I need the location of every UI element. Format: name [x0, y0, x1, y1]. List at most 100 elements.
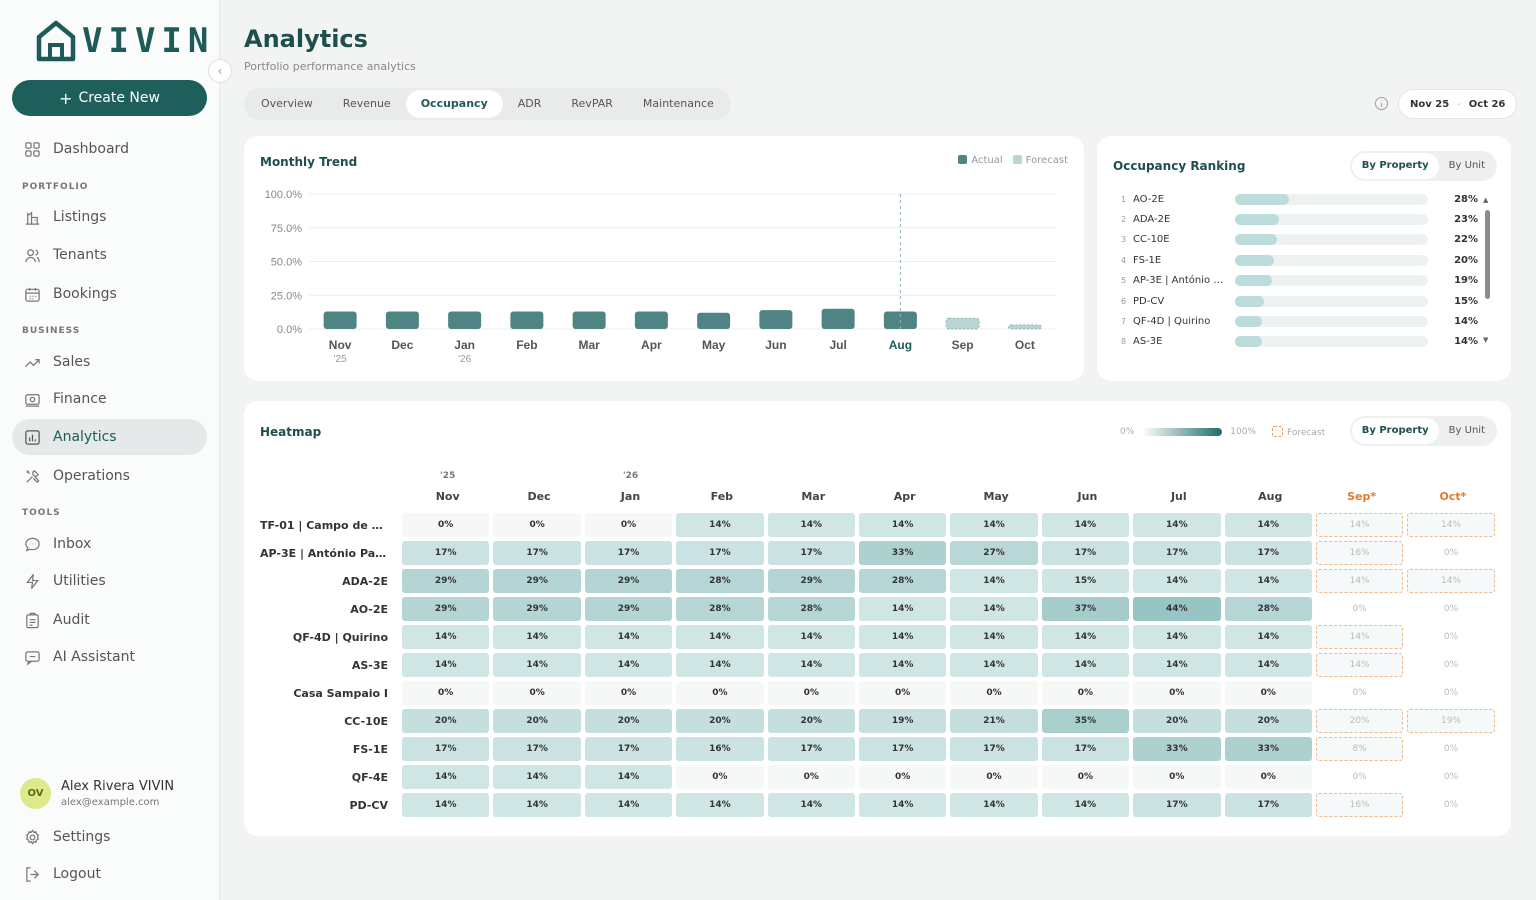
- heatmap-cell[interactable]: 14%: [402, 625, 490, 649]
- heatmap-cell[interactable]: 16%: [1315, 541, 1404, 565]
- heatmap-cell[interactable]: 0%: [1407, 625, 1495, 649]
- heatmap-cell[interactable]: 14%: [676, 513, 764, 537]
- heatmap-cell[interactable]: 14%: [950, 513, 1038, 537]
- heatmap-cell[interactable]: 29%: [584, 597, 673, 621]
- heatmap-cell[interactable]: 14%: [950, 597, 1038, 621]
- tab-revenue[interactable]: Revenue: [342, 97, 391, 110]
- heatmap-cell[interactable]: 0%: [402, 681, 490, 705]
- heatmap-cell[interactable]: 14%: [950, 793, 1038, 817]
- ranking-row[interactable]: 2 ADA-2E 23%: [1121, 211, 1481, 227]
- ranking-row[interactable]: 4 FS-1E 20%: [1121, 252, 1481, 268]
- heatmap-cell[interactable]: 37%: [1041, 597, 1130, 621]
- heatmap-cell[interactable]: 29%: [767, 569, 855, 593]
- nav-item-sales[interactable]: Sales: [12, 344, 207, 380]
- heatmap-cell[interactable]: 0%: [1133, 681, 1221, 705]
- ranking-by-unit[interactable]: By Unit: [1448, 160, 1485, 171]
- heatmap-cell[interactable]: 17%: [858, 737, 947, 761]
- heatmap-cell[interactable]: 0%: [493, 681, 581, 705]
- heatmap-cell[interactable]: 17%: [676, 541, 764, 565]
- heatmap-cell[interactable]: 20%: [1133, 709, 1221, 733]
- heatmap-cell[interactable]: 21%: [950, 709, 1038, 733]
- heatmap-cell[interactable]: 29%: [493, 569, 581, 593]
- ranking-by-property[interactable]: By Property: [1351, 153, 1439, 179]
- heatmap-cell[interactable]: 0%: [1315, 597, 1404, 621]
- info-icon[interactable]: [1374, 96, 1389, 111]
- heatmap-cell[interactable]: 0%: [1407, 793, 1495, 817]
- heatmap-cell[interactable]: 0%: [1407, 597, 1495, 621]
- heatmap-cell[interactable]: 14%: [1315, 513, 1404, 537]
- heatmap-cell[interactable]: 0%: [1407, 737, 1495, 761]
- heatmap-cell[interactable]: 14%: [676, 793, 764, 817]
- heatmap-cell[interactable]: 14%: [402, 765, 490, 789]
- heatmap-cell[interactable]: 14%: [493, 653, 581, 677]
- heatmap-cell[interactable]: 14%: [1224, 653, 1312, 677]
- heatmap-cell[interactable]: 17%: [584, 737, 673, 761]
- heatmap-cell[interactable]: 0%: [858, 681, 947, 705]
- heatmap-cell[interactable]: 14%: [858, 513, 947, 537]
- heatmap-cell[interactable]: 20%: [1224, 709, 1312, 733]
- heatmap-cell[interactable]: 14%: [1315, 625, 1404, 649]
- heatmap-cell[interactable]: 14%: [584, 625, 673, 649]
- heatmap-cell[interactable]: 0%: [950, 681, 1038, 705]
- heatmap-cell[interactable]: 14%: [1407, 513, 1495, 537]
- heatmap-cell[interactable]: 14%: [950, 569, 1038, 593]
- collapse-sidebar-button[interactable]: ‹: [208, 59, 232, 83]
- nav-item-ai-assistant[interactable]: AI Assistant: [12, 639, 207, 675]
- heatmap-cell[interactable]: 17%: [767, 541, 855, 565]
- heatmap-cell[interactable]: 0%: [1407, 765, 1495, 789]
- tab-occupancy[interactable]: Occupancy: [405, 90, 503, 118]
- heatmap-cell[interactable]: 17%: [402, 737, 490, 761]
- ranking-row[interactable]: 6 PD-CV 15%: [1121, 293, 1481, 309]
- nav-item-analytics[interactable]: Analytics: [12, 419, 207, 455]
- heatmap-cell[interactable]: 16%: [1315, 793, 1404, 817]
- heatmap-cell[interactable]: 20%: [584, 709, 673, 733]
- heatmap-cell[interactable]: 14%: [493, 793, 581, 817]
- heatmap-cell[interactable]: 28%: [676, 569, 764, 593]
- heatmap-cell[interactable]: 14%: [1133, 653, 1221, 677]
- heatmap-cell[interactable]: 16%: [676, 737, 764, 761]
- nav-item-inbox[interactable]: Inbox: [12, 526, 207, 562]
- heatmap-cell[interactable]: 0%: [493, 513, 581, 537]
- heatmap-cell[interactable]: 19%: [1407, 709, 1495, 733]
- nav-item-audit[interactable]: Audit: [12, 602, 207, 638]
- tab-maintenance[interactable]: Maintenance: [642, 97, 714, 110]
- heatmap-cell[interactable]: 14%: [767, 625, 855, 649]
- heatmap-cell[interactable]: 17%: [1224, 541, 1312, 565]
- heatmap-cell[interactable]: 28%: [767, 597, 855, 621]
- heatmap-cell[interactable]: 0%: [676, 765, 764, 789]
- heatmap-cell[interactable]: 33%: [1133, 737, 1221, 761]
- heatmap-cell[interactable]: 20%: [767, 709, 855, 733]
- heatmap-cell[interactable]: 0%: [858, 765, 947, 789]
- heatmap-cell[interactable]: 28%: [676, 597, 764, 621]
- heatmap-cell[interactable]: 14%: [1224, 625, 1312, 649]
- heatmap-cell[interactable]: 14%: [1133, 569, 1221, 593]
- heatmap-cell[interactable]: 14%: [950, 625, 1038, 649]
- nav-item-listings[interactable]: Listings: [12, 199, 207, 235]
- nav-item-finance[interactable]: Finance: [12, 381, 207, 417]
- heatmap-cell[interactable]: 20%: [1315, 709, 1404, 733]
- nav-item-operations[interactable]: Operations: [12, 458, 207, 494]
- heatmap-cell[interactable]: 14%: [584, 765, 673, 789]
- heatmap-cell[interactable]: 0%: [1315, 681, 1404, 705]
- nav-item-utilities[interactable]: Utilities: [12, 563, 207, 599]
- heatmap-cell[interactable]: 17%: [493, 737, 581, 761]
- heatmap-cell[interactable]: 0%: [584, 513, 673, 537]
- heatmap-cell[interactable]: 14%: [858, 625, 947, 649]
- heatmap-cell[interactable]: 15%: [1041, 569, 1130, 593]
- heatmap-cell[interactable]: 27%: [950, 541, 1038, 565]
- heatmap-cell[interactable]: 17%: [402, 541, 490, 565]
- heatmap-cell[interactable]: 19%: [858, 709, 947, 733]
- heatmap-cell[interactable]: 14%: [1315, 569, 1404, 593]
- heatmap-cell[interactable]: 20%: [402, 709, 490, 733]
- heatmap-cell[interactable]: 0%: [402, 513, 490, 537]
- scroll-up-icon[interactable]: ▲: [1483, 196, 1489, 204]
- heatmap-cell[interactable]: 14%: [1133, 625, 1221, 649]
- nav-item-bookings[interactable]: Bookings: [12, 276, 207, 312]
- heatmap-cell[interactable]: 14%: [584, 653, 673, 677]
- heatmap-cell[interactable]: 29%: [493, 597, 581, 621]
- nav-item-dashboard[interactable]: Dashboard: [12, 131, 207, 167]
- heatmap-cell[interactable]: 14%: [1224, 569, 1312, 593]
- heatmap-cell[interactable]: 14%: [950, 653, 1038, 677]
- nav-item-tenants[interactable]: Tenants: [12, 237, 207, 273]
- heatmap-cell[interactable]: 29%: [584, 569, 673, 593]
